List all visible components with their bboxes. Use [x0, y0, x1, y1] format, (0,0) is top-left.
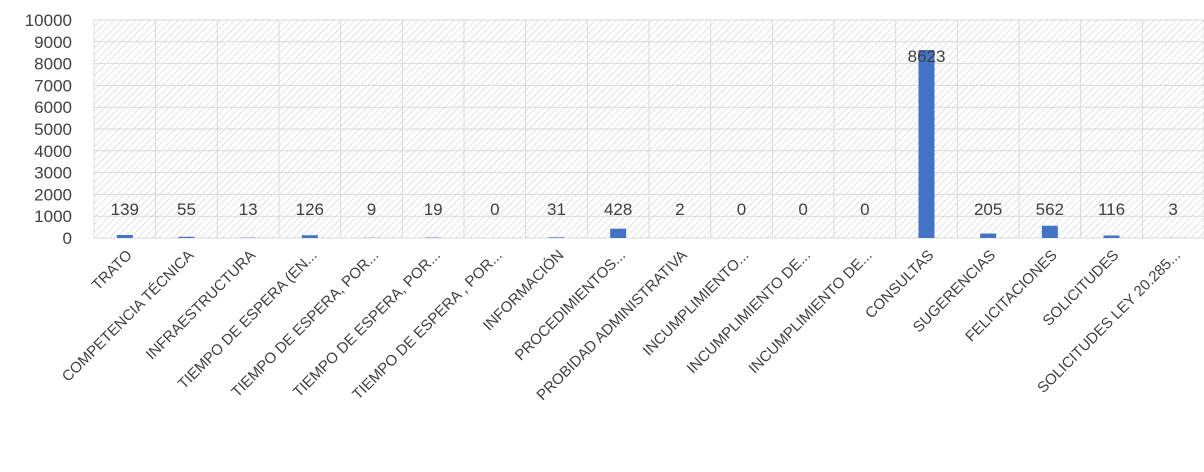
data-label: 126: [296, 200, 324, 219]
data-label: 3: [1168, 200, 1177, 219]
x-tick-label: TRATO: [89, 247, 136, 294]
data-label: 19: [424, 200, 443, 219]
y-tick-label: 9000: [34, 33, 72, 52]
data-label: 55: [177, 200, 196, 219]
bar: [919, 50, 935, 238]
bar: [610, 229, 626, 238]
data-label: 562: [1036, 200, 1064, 219]
x-tick-label: INCUMPLIMIENTO DE...: [745, 247, 875, 377]
data-label: 0: [490, 200, 499, 219]
data-label: 0: [860, 200, 869, 219]
x-tick-label: PROCEDIMIENTOS...: [512, 247, 629, 364]
data-label: 0: [737, 200, 746, 219]
y-tick-label: 1000: [34, 207, 72, 226]
y-tick-label: 3000: [34, 164, 72, 183]
bar: [179, 237, 195, 238]
data-label: 9: [367, 200, 376, 219]
x-tick-label: INFRAESTRUCTURA: [143, 247, 259, 363]
data-label: 139: [111, 200, 139, 219]
data-label: 31: [547, 200, 566, 219]
bar: [302, 235, 318, 238]
bar: [549, 237, 565, 238]
data-label: 13: [239, 200, 258, 219]
y-tick-label: 7000: [34, 76, 72, 95]
x-tick-label: INCUMPLIMIENTO DE...: [684, 247, 814, 377]
y-tick-label: 6000: [34, 98, 72, 117]
data-label: 8623: [908, 47, 946, 66]
bar: [117, 235, 133, 238]
x-tick-label: INCUMPLIMIENTO...: [640, 247, 753, 360]
data-label: 205: [974, 200, 1002, 219]
y-tick-label: 0: [63, 229, 72, 248]
data-label: 116: [1098, 200, 1125, 219]
bar: [1104, 235, 1120, 238]
y-tick-label: 10000: [25, 11, 72, 30]
y-tick-label: 8000: [34, 55, 72, 74]
bar: [1042, 226, 1058, 238]
data-label: 428: [604, 200, 632, 219]
y-tick-label: 5000: [34, 120, 72, 139]
y-axis-tick-labels: 0 1000 2000 3000 4000 5000 6000 7000 8000 9000 100…: [25, 11, 72, 248]
y-tick-label: 4000: [34, 142, 72, 161]
bar: [980, 234, 996, 238]
y-tick-label: 2000: [34, 185, 72, 204]
data-label: 0: [798, 200, 807, 219]
data-label: 2: [675, 200, 684, 219]
